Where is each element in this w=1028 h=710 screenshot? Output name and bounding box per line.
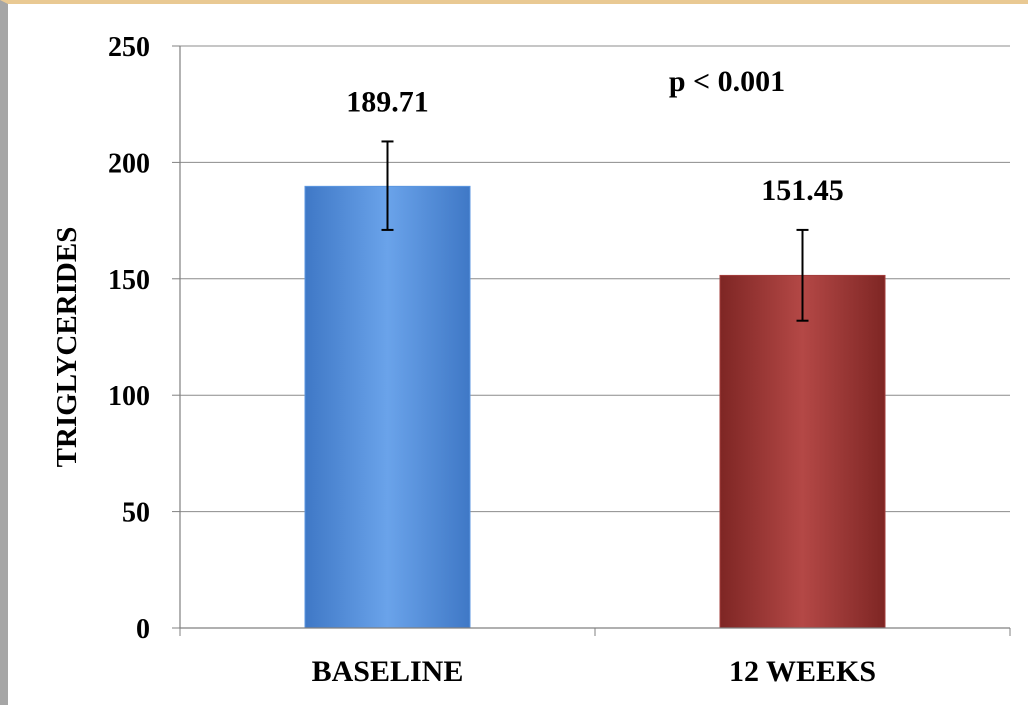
x-category-label: 12 WEEKS <box>729 655 876 688</box>
y-tick-label: 50 <box>122 498 150 529</box>
data-label: 151.45 <box>761 174 844 207</box>
bar-chart: 0 50 100 150 200 250 189.71 BASELINE 151.45 12 WE… <box>51 32 1011 688</box>
y-tick-label: 0 <box>136 614 150 645</box>
y-axis-title: TRIGLYCERIDES <box>51 227 83 468</box>
bar-baseline <box>304 185 471 629</box>
data-label: 189.71 <box>346 85 429 118</box>
y-tick-label: 200 <box>108 148 150 179</box>
y-tick-label: 150 <box>108 265 150 296</box>
y-tick-label: 100 <box>108 381 150 412</box>
bar-12-weeks <box>719 274 886 629</box>
x-category-label: BASELINE <box>312 655 464 688</box>
p-value-annotation: p < 0.001 <box>669 65 785 98</box>
y-tick-label: 250 <box>108 32 150 63</box>
